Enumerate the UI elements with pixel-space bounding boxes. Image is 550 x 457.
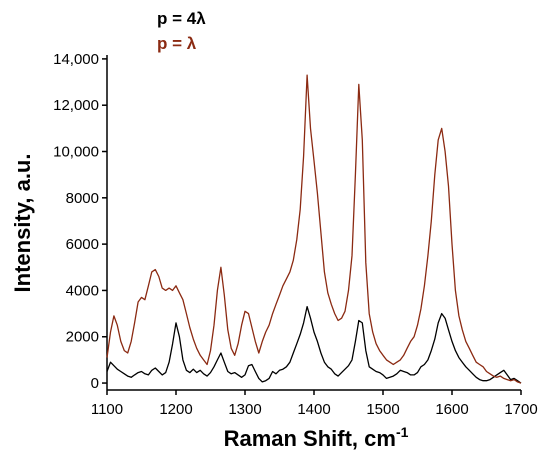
y-tick-label: 8000 — [66, 190, 99, 207]
x-tick-label: 1100 — [91, 401, 123, 418]
x-tick-label: 1400 — [297, 401, 330, 418]
x-axis-ticks: 1100 1200 1300 1400 1500 1600 1700 — [91, 390, 538, 418]
series-line-p-lambda — [106, 74, 522, 384]
x-axis-title-superscript: -1 — [396, 424, 409, 440]
x-axis-title: Raman Shift, cm-1 — [224, 424, 409, 451]
y-axis-title: Intensity, a.u. — [10, 154, 35, 293]
y-tick-label: 0 — [91, 375, 99, 392]
y-tick-label: 4000 — [66, 282, 99, 299]
legend-entry-p-4lambda: p = 4λ — [157, 9, 206, 28]
plot-axes — [106, 55, 521, 391]
x-tick-label: 1500 — [366, 401, 399, 418]
y-axis-ticks: 0 2000 4000 6000 8000 10,000 12,000 14,000 — [53, 51, 107, 392]
series-line-p-4lambda — [106, 305, 522, 384]
y-tick-label: 10,000 — [53, 144, 99, 161]
x-tick-label: 1200 — [159, 401, 192, 418]
legend: p = 4λ p = λ — [157, 9, 206, 53]
x-tick-label: 1700 — [504, 401, 537, 418]
y-tick-label: 14,000 — [53, 51, 99, 68]
y-tick-label: 12,000 — [53, 97, 99, 114]
series-lines — [106, 74, 522, 384]
x-tick-label: 1300 — [228, 401, 261, 418]
y-tick-label: 2000 — [66, 329, 99, 346]
legend-entry-p-lambda: p = λ — [157, 34, 197, 53]
x-tick-label: 1600 — [435, 401, 468, 418]
y-tick-label: 6000 — [66, 236, 99, 253]
x-axis-title-text: Raman Shift, cm — [224, 426, 396, 451]
